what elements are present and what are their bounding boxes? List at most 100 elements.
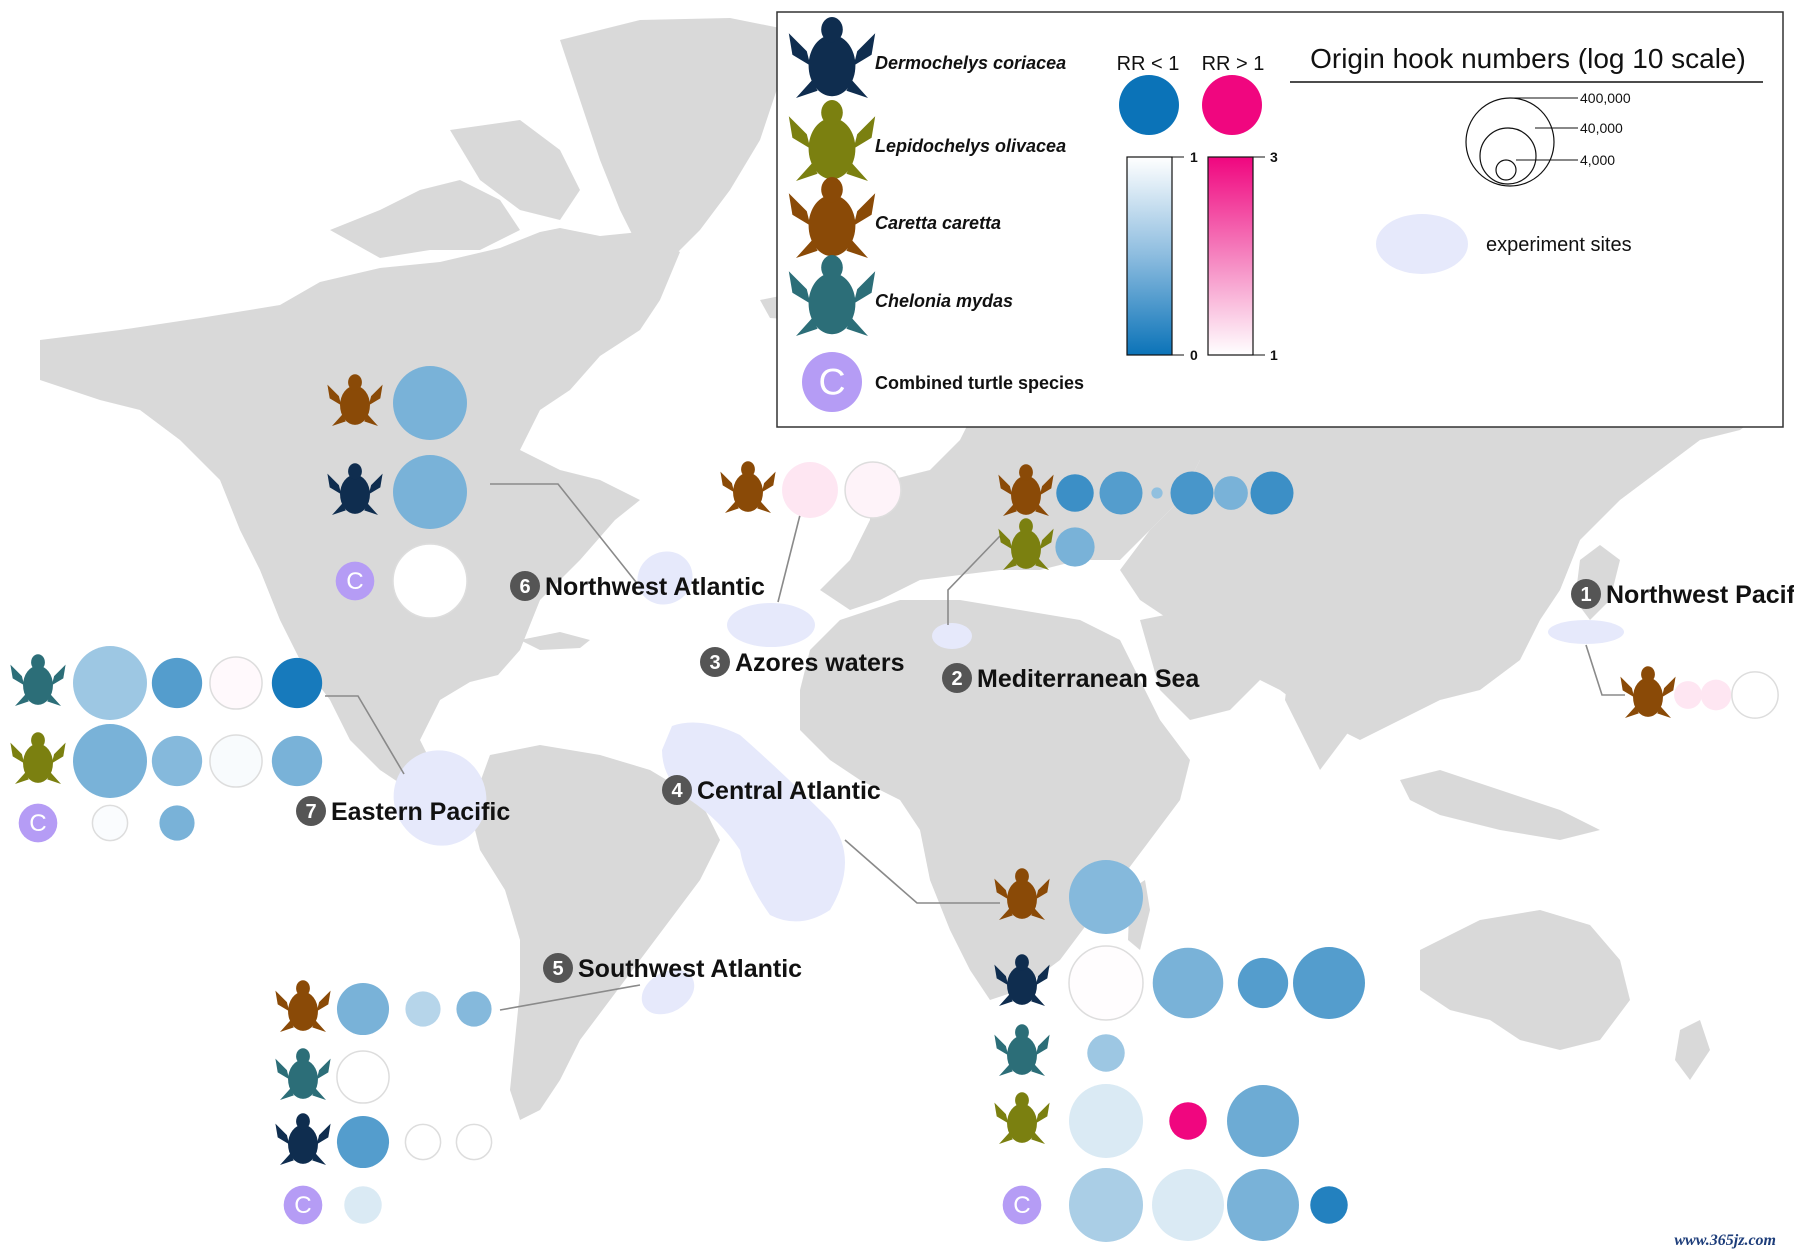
northwest-atlantic-combined-icon: C [335,561,375,601]
southwest-atlantic-chelonia-bubble [336,1050,390,1104]
central-atlantic-combined-bubble [1069,1168,1143,1242]
bubbles-northwest-pacific [1620,666,1779,719]
azores-waters-caretta-bubble [782,462,838,518]
rr-high-colorbar [1207,156,1254,356]
region-number-badge [543,953,573,983]
central-atlantic-dermochelys-bubble [1068,945,1144,1021]
northwest-atlantic-caretta-icon [327,374,383,426]
size-value-medium: 40,000 [1580,120,1623,136]
northwest-atlantic-caretta-bubble [393,366,467,440]
central-atlantic-dermochelys-bubble [1152,947,1224,1019]
site-mediterranean [932,623,972,649]
site-southwest-atlantic [641,969,695,1015]
region-number-badge [510,571,540,601]
mediterranean-sea-lepidochelys-icon [998,518,1054,570]
eastern-pacific-lepidochelys-bubble [151,735,203,787]
svg-text:C: C [346,568,363,595]
rr-low-bottom-value: 0 [1190,347,1198,363]
region-name: Northwest Atlantic [545,573,765,601]
region-label-southwest-atlantic: 5 Southwest Atlantic [543,953,802,983]
size-value-small: 4,000 [1580,152,1615,168]
southwest-atlantic-chelonia-icon [275,1048,331,1100]
region-name: Eastern Pacific [331,798,510,826]
legend-combined-label: Combined turtle species [875,373,1084,393]
legend-chelonia-label: Chelonia mydas [875,291,1013,311]
leader-southwest-atlantic [499,984,641,1011]
eastern-pacific-chelonia-bubble [209,656,263,710]
region-number: 5 [552,958,563,980]
rr-high-swatch [1202,75,1262,135]
eastern-pacific-lepidochelys-icon [10,732,66,784]
northwest-atlantic-dermochelys-icon [327,463,383,515]
southwest-atlantic-caretta-bubble [336,982,390,1036]
mediterranean-sea-lepidochelys-bubble [1055,527,1095,567]
mediterranean-sea-caretta-icon [998,464,1054,516]
central-atlantic-caretta-bubble [1069,860,1143,934]
eastern-pacific-combined-bubble [159,805,195,841]
leader-central-atlantic [844,839,1000,904]
australia [1420,910,1630,1050]
eastern-pacific-chelonia-bubble [151,657,203,709]
eastern-pacific-lepidochelys-bubble [209,734,263,788]
size-circle-medium [1479,127,1537,185]
svg-text:C: C [818,361,845,403]
caribbean-islands [520,632,590,650]
region-number-badge [296,796,326,826]
region-number: 1 [1580,584,1591,606]
region-number-badge [662,775,692,805]
region-number: 7 [305,801,316,823]
region-label-eastern-pacific: 7 Eastern Pacific [296,796,510,826]
northwest-pacific-caretta-icon [1620,666,1676,718]
legend: Dermochelys coriacea Lepidochelys olivace… [776,11,1784,428]
region-name: Northwest Pacific [1606,581,1794,609]
experiment-site-label: experiment sites [1486,234,1632,256]
region-label-northwest-atlantic: 6 Northwest Atlantic [510,571,765,601]
region-label-northwest-pacific: 1 Northwest Pacific [1571,579,1794,609]
mediterranean-sea-caretta-bubble [1151,487,1163,499]
legend-box [776,11,1784,428]
legend-caretta-label: Caretta caretta [875,213,1001,233]
azores-waters-caretta-icon [720,461,776,513]
region-number-badge [1571,579,1601,609]
central-atlantic-dermochelys-bubble [1237,957,1289,1009]
site-northwest-atlantic [637,551,693,605]
size-value-large: 400,000 [1580,90,1631,106]
region-label-azores-waters: 3 Azores waters [700,647,905,677]
north-america [40,228,680,822]
central-atlantic-dermochelys-bubble [1293,947,1365,1019]
svg-text:C: C [294,1192,311,1219]
northwest-atlantic-dermochelys-bubble [393,455,467,529]
experiment-sites-layer [393,551,1624,1015]
southwest-atlantic-caretta-icon [275,980,331,1032]
size-legend-title: Origin hook numbers (log 10 scale) [1310,43,1746,74]
legend-species: Dermochelys coriacea Lepidochelys olivace… [788,17,1084,412]
svg-text:C: C [1013,1192,1030,1219]
south-america [470,745,720,1120]
southwest-atlantic-dermochelys-bubble [404,1123,442,1161]
northwest-pacific-caretta-bubble [1731,671,1779,719]
arctic-islands [330,180,520,258]
southwest-atlantic-dermochelys-bubble [336,1115,390,1169]
rr-high-label: RR > 1 [1202,53,1265,75]
eastern-pacific-combined-bubble [91,804,129,842]
bubble-layer: C C C C [10,366,1779,1242]
southwest-atlantic-caretta-bubble [456,991,492,1027]
mediterranean-sea-caretta-bubble [1099,471,1143,515]
southwest-atlantic-caretta-bubble [405,991,441,1027]
region-number: 6 [519,576,530,598]
region-name: Southwest Atlantic [578,955,802,983]
site-northwest-pacific [1548,620,1624,644]
bubbles-eastern-pacific: C [10,646,323,843]
rr-low-top-value: 1 [1190,149,1198,165]
central-atlantic-combined-bubble [1227,1169,1299,1241]
central-atlantic-chelonia-bubble [1087,1034,1125,1072]
region-number-badge [942,663,972,693]
bubbles-northwest-atlantic: C [327,366,468,619]
central-atlantic-combined-bubble [1310,1186,1348,1224]
legend-caretta-icon [788,177,876,258]
rr-low-swatch [1119,75,1179,135]
region-number: 3 [709,652,720,674]
eastern-pacific-combined-icon: C [18,803,58,843]
region-number: 2 [951,668,962,690]
